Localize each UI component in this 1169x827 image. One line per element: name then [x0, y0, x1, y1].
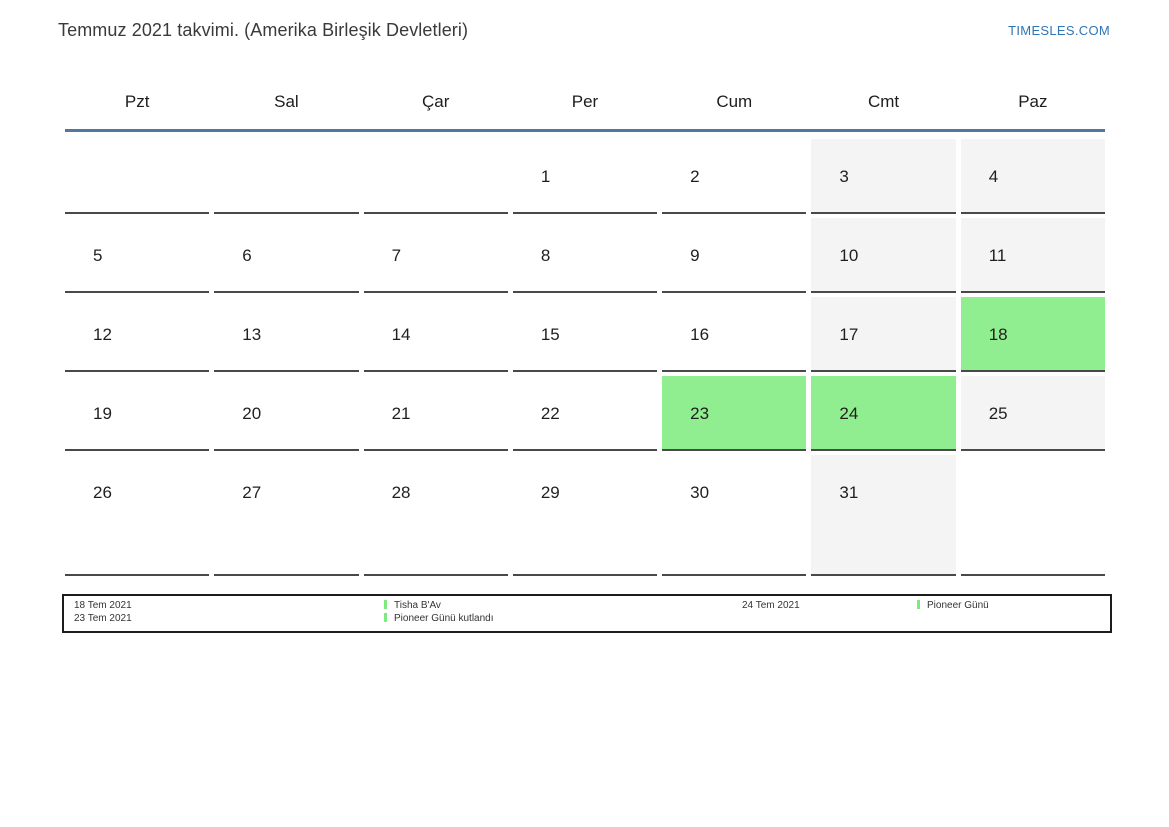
- green-marker-icon: [384, 600, 387, 609]
- legend-event-label: Pioneer Günü: [927, 600, 989, 611]
- green-marker-icon: [384, 612, 387, 622]
- day-cell-16: 16: [662, 297, 807, 372]
- day-cell-29: 29: [512, 455, 658, 576]
- day-cell-19: 19: [65, 376, 210, 451]
- day-cell-12: 12: [65, 297, 210, 372]
- weekday-header-per: Per: [571, 92, 599, 111]
- day-cell-2: 2: [662, 139, 807, 214]
- legend-event-label: Tisha B'Av: [394, 600, 441, 611]
- legend-date: 24 Tem 2021: [742, 600, 800, 611]
- green-marker-icon: [917, 600, 920, 609]
- day-cell-23-highlighted: 23: [662, 376, 807, 451]
- empty-cell: [65, 139, 210, 214]
- legend-dates-group-2: 24 Tem 2021: [742, 600, 800, 613]
- legend-events-group-1: Tisha B'Av Pioneer Günü kutlandı: [384, 600, 494, 625]
- weekday-header-cum: Cum: [716, 92, 753, 111]
- day-cell-28: 28: [363, 455, 508, 576]
- day-cell-30: 30: [662, 455, 807, 576]
- day-cell-26: 26: [65, 455, 210, 576]
- legend-events-group-2: Pioneer Günü: [917, 600, 989, 613]
- day-cell-6: 6: [214, 218, 359, 293]
- weekday-header-row: Pzt Sal Çar Per Cum Cmt Paz: [65, 75, 1105, 132]
- day-cell-10: 10: [811, 218, 956, 293]
- day-cell-15: 15: [512, 297, 658, 372]
- empty-cell: [960, 455, 1105, 576]
- calendar-grid: 1 2 3 4 5 6 7 8 9 10 11 12 13 14 15 16 1…: [65, 139, 1105, 576]
- holiday-legend-box: 18 Tem 2021 23 Tem 2021 Tisha B'Av Pione…: [62, 594, 1112, 633]
- day-cell-20: 20: [214, 376, 359, 451]
- legend-dates-group-1: 18 Tem 2021 23 Tem 2021: [74, 600, 132, 625]
- legend-date: 18 Tem 2021: [74, 600, 132, 611]
- weekday-header-cmt: Cmt: [867, 92, 900, 111]
- weekday-header-paz: Paz: [1018, 92, 1048, 111]
- day-cell-4: 4: [960, 139, 1105, 214]
- day-cell-1: 1: [512, 139, 658, 214]
- day-cell-17: 17: [811, 297, 956, 372]
- weekday-header-car: Çar: [422, 92, 450, 111]
- day-cell-27: 27: [214, 455, 359, 576]
- legend-event: Pioneer Günü kutlandı: [384, 612, 494, 626]
- day-cell-14: 14: [363, 297, 508, 372]
- day-cell-13: 13: [214, 297, 359, 372]
- day-cell-22: 22: [512, 376, 658, 451]
- day-cell-8: 8: [512, 218, 658, 293]
- day-cell-25: 25: [960, 376, 1105, 451]
- calendar: Pzt Sal Çar Per Cum Cmt Paz 1 2 3 4 5 6 …: [65, 75, 1105, 576]
- legend-date: 23 Tem 2021: [74, 612, 132, 624]
- day-cell-7: 7: [363, 218, 508, 293]
- timesles-link[interactable]: TIMESLES.COM: [1008, 23, 1110, 38]
- day-cell-18-highlighted: 18: [960, 297, 1105, 372]
- page-title: Temmuz 2021 takvimi. (Amerika Birleşik D…: [58, 20, 469, 40]
- day-cell-5: 5: [65, 218, 210, 293]
- legend-event: Tisha B'Av: [384, 600, 494, 613]
- empty-cell: [214, 139, 359, 214]
- day-cell-24-highlighted: 24: [811, 376, 956, 451]
- day-cell-11: 11: [960, 218, 1105, 293]
- day-cell-21: 21: [363, 376, 508, 451]
- legend-event: Pioneer Günü: [917, 600, 989, 613]
- weekday-header-pzt: Pzt: [124, 92, 150, 111]
- day-cell-3: 3: [811, 139, 956, 214]
- empty-cell: [363, 139, 508, 214]
- day-cell-9: 9: [662, 218, 807, 293]
- day-cell-31: 31: [811, 455, 956, 576]
- weekday-header-sal: Sal: [274, 92, 299, 111]
- legend-event-label: Pioneer Günü kutlandı: [394, 612, 494, 624]
